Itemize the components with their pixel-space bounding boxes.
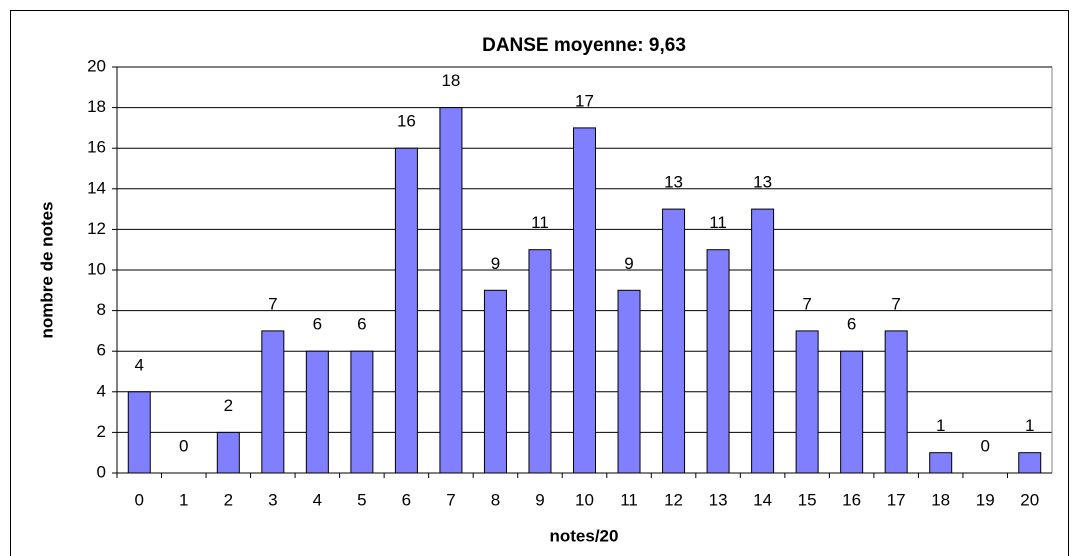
y-tick-label: 6 [97, 341, 106, 360]
bar [573, 127, 596, 474]
y-tick-label: 2 [97, 422, 106, 441]
y-tick-label: 10 [87, 259, 106, 278]
data-label: 7 [802, 294, 811, 313]
data-label: 6 [313, 315, 322, 334]
data-label: 13 [664, 173, 683, 192]
x-tick-label: 16 [842, 490, 861, 509]
x-tick-label: 8 [491, 490, 500, 509]
data-label: 0 [179, 436, 188, 455]
y-tick-label: 18 [87, 97, 106, 116]
data-label: 13 [753, 173, 772, 192]
y-tick-label: 12 [87, 219, 106, 238]
bar [305, 350, 329, 474]
x-tick-label: 4 [313, 490, 322, 509]
data-label: 11 [709, 213, 727, 232]
x-axis-label: notes/20 [550, 526, 619, 545]
bar [840, 350, 864, 474]
chart-title: DANSE moyenne: 9,63 [482, 35, 686, 56]
data-label: 7 [268, 294, 277, 313]
x-tick-label: 12 [664, 490, 683, 509]
y-tick-label: 14 [87, 178, 106, 197]
x-tick-label: 2 [224, 490, 233, 509]
bar [439, 107, 463, 474]
x-tick-label: 17 [887, 490, 906, 509]
y-axis-label: nombre de notes [37, 202, 56, 339]
x-tick-label: 5 [357, 490, 366, 509]
bar [929, 452, 953, 474]
data-label: 6 [357, 315, 366, 334]
bar [662, 208, 686, 474]
bar [483, 289, 507, 474]
y-tick-label: 20 [87, 56, 106, 75]
y-tick-label: 0 [97, 462, 106, 481]
bar [127, 391, 151, 474]
y-tick-label: 8 [97, 300, 106, 319]
y-tick-label: 16 [87, 138, 106, 157]
data-label: 17 [575, 91, 594, 110]
bar [751, 208, 775, 474]
data-label: 18 [441, 71, 460, 90]
data-label: 16 [397, 112, 416, 131]
bar [528, 249, 552, 474]
data-label: 4 [135, 355, 144, 374]
x-tick-label: 1 [179, 490, 188, 509]
x-tick-label: 6 [402, 490, 411, 509]
x-tick-label: 10 [575, 490, 594, 509]
data-label: 9 [624, 254, 633, 273]
data-label: 7 [891, 294, 900, 313]
y-tick-label: 4 [97, 381, 106, 400]
x-tick-label: 9 [535, 490, 544, 509]
bar [795, 330, 819, 474]
x-tick-label: 15 [798, 490, 817, 509]
data-label: 1 [1025, 416, 1034, 435]
x-tick-label: 18 [931, 490, 950, 509]
x-tick-label: 0 [135, 490, 144, 509]
x-tick-label: 20 [1020, 490, 1039, 509]
bar [1018, 452, 1042, 474]
data-label: 2 [224, 396, 233, 415]
data-label: 11 [531, 213, 549, 232]
data-label: 6 [847, 315, 856, 334]
x-tick-label: 13 [709, 490, 728, 509]
x-tick-label: 3 [268, 490, 277, 509]
bar [617, 289, 641, 474]
x-tick-label: 7 [446, 490, 455, 509]
bar [394, 147, 418, 474]
bar [216, 431, 240, 474]
bar [350, 350, 374, 474]
data-label: 1 [936, 416, 945, 435]
x-tick-label: 19 [976, 490, 995, 509]
bar [706, 249, 730, 474]
data-label: 9 [491, 254, 500, 273]
bar [261, 330, 285, 474]
x-tick-label: 14 [753, 490, 772, 509]
bar [884, 330, 908, 474]
x-tick-label: 11 [620, 490, 638, 509]
data-label: 0 [980, 436, 989, 455]
